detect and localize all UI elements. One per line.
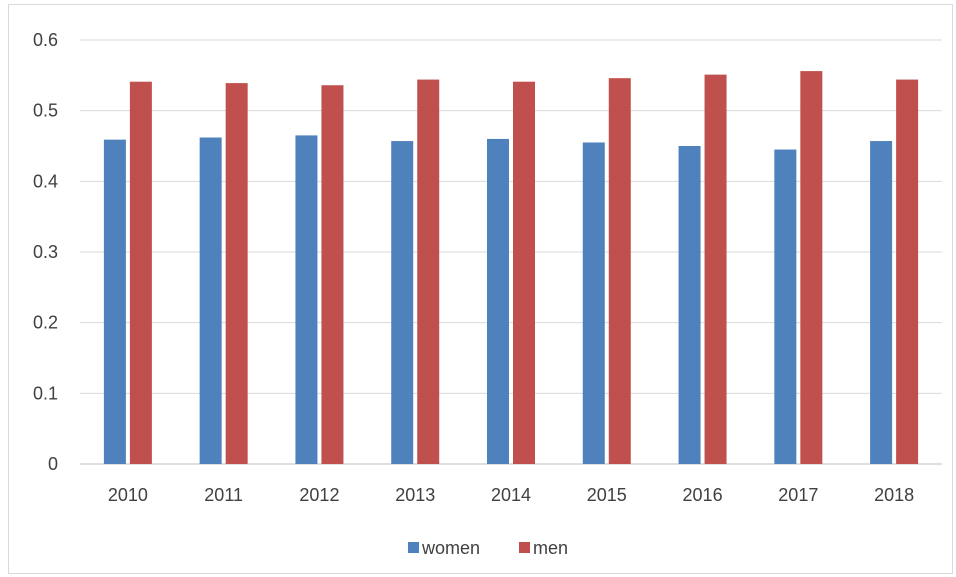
legend-label-women: women [421, 538, 480, 558]
y-tick-label: 0.3 [33, 242, 58, 262]
x-tick-label: 2011 [204, 485, 243, 505]
y-tick-label: 0.1 [33, 383, 58, 403]
y-tick-label: 0.6 [33, 30, 58, 50]
bar-men-2012 [321, 85, 344, 464]
bar-women-2015 [582, 142, 605, 464]
x-tick-label: 2017 [778, 485, 818, 505]
bar-women-2017 [774, 149, 797, 465]
x-tick-label: 2015 [587, 485, 627, 505]
legend-swatch-men [519, 542, 530, 553]
bar-women-2016 [678, 146, 701, 464]
y-tick-label: 0 [48, 454, 58, 474]
bar-men-2018 [896, 79, 919, 464]
x-tick-label: 2016 [683, 485, 723, 505]
bar-women-2013 [391, 141, 414, 464]
legend: women men [408, 538, 568, 558]
legend-label-men: men [533, 538, 568, 558]
gridlines [80, 39, 942, 465]
y-tick-label: 0.5 [33, 101, 58, 121]
bar-men-2017 [800, 71, 823, 465]
x-axis-ticks: 2010 2011 2012 2013 2014 2015 2016 2017 2018 [108, 485, 914, 505]
x-tick-label: 2013 [395, 485, 435, 505]
bars [103, 71, 919, 465]
bar-men-2015 [608, 78, 631, 464]
bar-women-2018 [870, 141, 893, 464]
x-tick-label: 2018 [874, 485, 914, 505]
bar-women-2011 [199, 137, 222, 464]
y-tick-label: 0.4 [33, 171, 58, 191]
bar-men-2013 [417, 79, 440, 464]
y-axis-ticks: 0 0.1 0.2 0.3 0.4 0.5 0.6 [33, 30, 58, 474]
y-tick-label: 0.2 [33, 313, 58, 333]
bar-women-2014 [487, 138, 509, 464]
legend-swatch-women [408, 542, 419, 553]
bar-men-2011 [225, 83, 248, 465]
bar-men-2016 [704, 74, 727, 465]
bar-women-2012 [295, 135, 318, 464]
bar-women-2010 [103, 139, 126, 464]
bar-men-2014 [513, 81, 535, 465]
x-tick-label: 2012 [299, 485, 339, 505]
x-tick-label: 2010 [108, 485, 148, 505]
x-tick-label: 2014 [491, 485, 531, 505]
bar-men-2010 [129, 81, 152, 465]
